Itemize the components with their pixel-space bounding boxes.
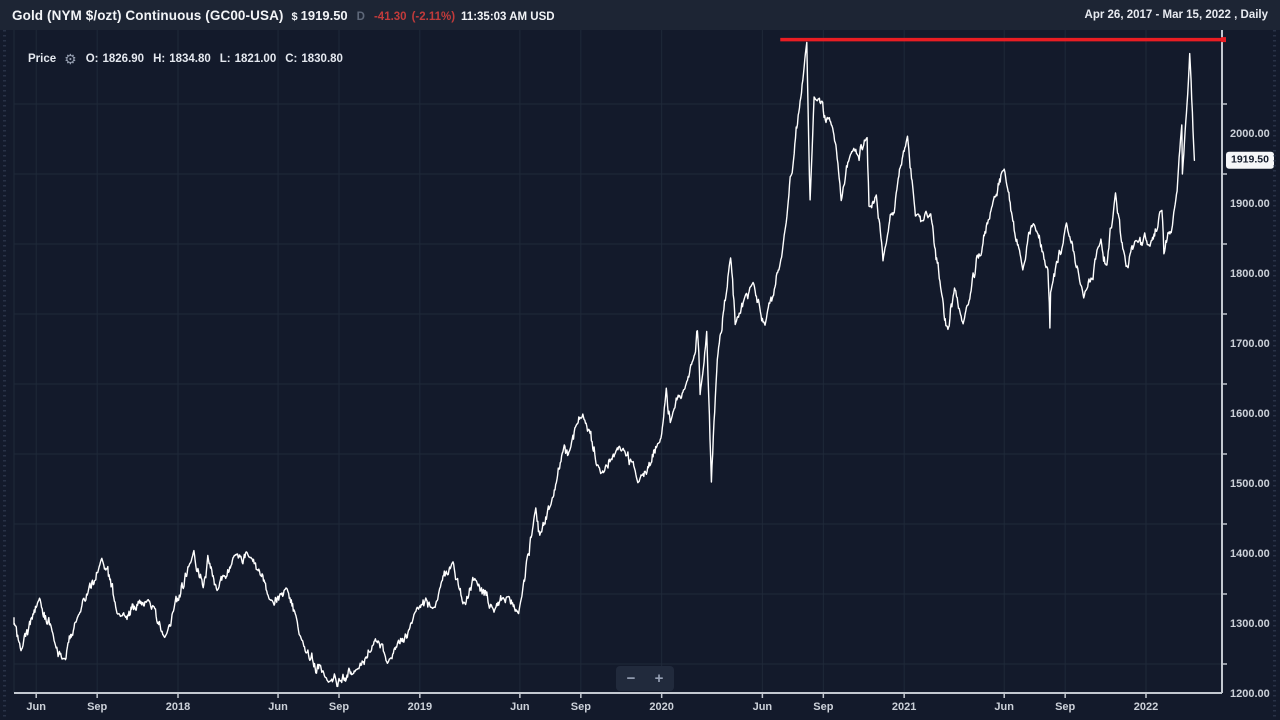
close-label: C:	[285, 53, 298, 65]
zoom-out-button[interactable]: −	[617, 666, 645, 691]
series-legend: Price ⚙ O: 1826.90 H: 1834.80 L: 1821.00…	[28, 52, 352, 66]
y-tick-label: 1300.00	[1230, 618, 1270, 630]
x-tick-label: 2022	[1133, 701, 1159, 713]
x-tick-label: Sep	[1055, 701, 1076, 713]
right-edge-dots	[1273, 30, 1276, 720]
x-tick-label: 2021	[891, 701, 917, 713]
gear-icon[interactable]: ⚙	[64, 51, 77, 67]
y-tick-label: 1200.00	[1230, 688, 1270, 700]
price-change-percent: (-2.11%)	[411, 10, 456, 23]
high-value: 1834.80	[169, 53, 211, 65]
x-tick-label: Jun	[510, 701, 530, 713]
open-readout: O: 1826.90	[86, 53, 144, 65]
last-price: 1919.50	[300, 7, 348, 23]
low-label: L:	[219, 53, 231, 65]
time-axis[interactable]: Jun Sep 2018 Jun Sep 2019 Jun Sep 2020 Jun Sep 2021…	[0, 693, 1280, 720]
zoom-controls: − +	[616, 666, 674, 691]
last-price-badge: 1919.50	[1226, 152, 1274, 169]
x-tick-label: Sep	[570, 701, 591, 713]
close-readout: C: 1830.80	[285, 53, 343, 65]
zoom-in-button[interactable]: +	[645, 666, 673, 691]
x-tick-label: Jun	[268, 701, 288, 713]
instrument-title: Gold (NYM $/ozt) Continuous (GC00-USA)	[12, 7, 284, 23]
high-readout: H: 1834.80	[153, 53, 211, 65]
x-tick-label: Sep	[87, 701, 108, 713]
currency-symbol: $	[291, 10, 298, 23]
y-tick-label: 1900.00	[1230, 198, 1270, 210]
price-change: -41.30	[373, 10, 407, 23]
y-tick-label: 1800.00	[1230, 268, 1270, 280]
date-range: Apr 26, 2017 - Mar 15, 2022 , Daily	[1084, 9, 1268, 21]
x-tick-label: Jun	[994, 701, 1014, 713]
y-tick-label: 1500.00	[1230, 478, 1270, 490]
x-tick-label: Jun	[752, 701, 773, 713]
open-label: O:	[85, 53, 99, 65]
quote-summary: Gold (NYM $/ozt) Continuous (GC00-USA) $…	[12, 8, 555, 23]
series-label: Price	[28, 53, 57, 65]
x-tick-label: Sep	[813, 701, 834, 713]
x-tick-label: Sep	[328, 701, 350, 713]
top-bar: Gold (NYM $/ozt) Continuous (GC00-USA) $…	[0, 0, 1280, 30]
close-value: 1830.80	[301, 53, 343, 65]
x-tick-label: 2018	[165, 701, 191, 713]
y-tick-label: 1400.00	[1230, 548, 1270, 560]
low-value: 1821.00	[234, 53, 277, 65]
quote-time: 11:35:03 AM USD	[461, 10, 555, 23]
y-tick-label: 1700.00	[1230, 338, 1270, 350]
high-label: H:	[153, 53, 166, 65]
x-tick-label: Jun	[26, 701, 46, 713]
low-readout: L: 1821.00	[220, 53, 276, 65]
frequency-badge: D	[356, 10, 365, 23]
x-tick-label: 2019	[407, 701, 433, 713]
left-edge-dots	[3, 30, 6, 720]
y-tick-label: 2000.00	[1230, 128, 1270, 140]
x-tick-label: 2020	[649, 701, 674, 713]
price-axis[interactable]: 2000.00 1900.00 1800.00 1700.00 1600.00 1500.…	[1222, 30, 1280, 700]
y-tick-label: 1600.00	[1230, 408, 1270, 420]
open-value: 1826.90	[102, 53, 145, 65]
